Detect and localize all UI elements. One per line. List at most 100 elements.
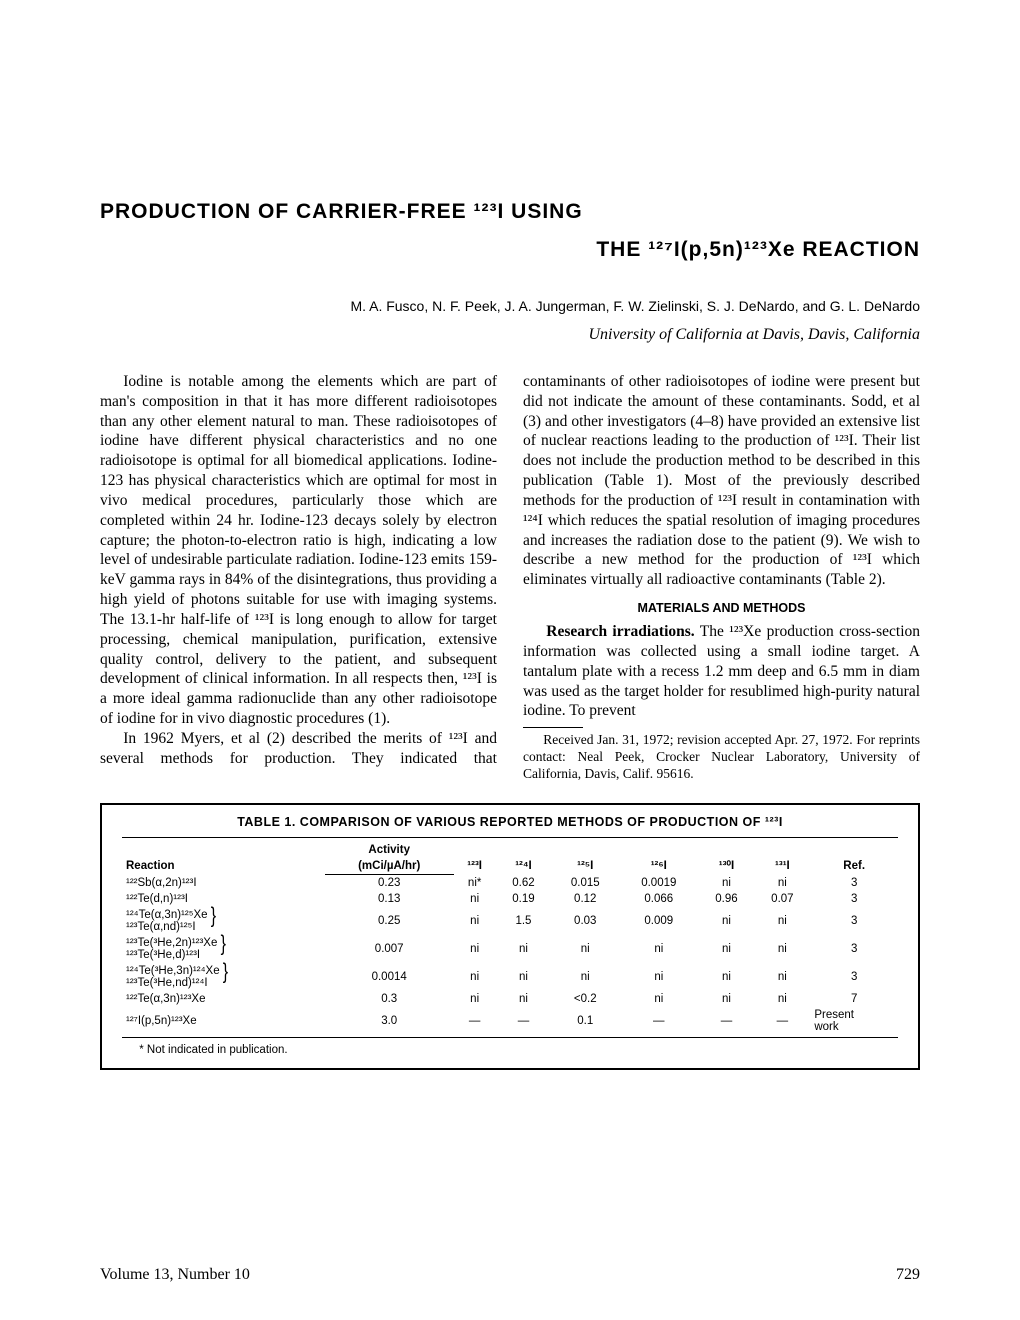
table-cell: ni — [699, 963, 755, 991]
table-cell: 0.015 — [551, 874, 619, 891]
paragraph-3-lead: Research irradiations. — [546, 623, 694, 640]
table-cell: ni — [496, 963, 552, 991]
paragraph-3: Research irradiations. The ¹²³Xe product… — [523, 622, 920, 721]
table-cell: 0.0019 — [619, 874, 698, 891]
table-cell: ni — [454, 963, 496, 991]
table-cell: ni — [454, 991, 496, 1007]
table-cell: ¹²²Sb(α,2n)¹²³I — [122, 874, 325, 891]
table-cell: ni — [496, 991, 552, 1007]
table: Reaction Activity ¹²³I ¹²⁴I ¹²⁵I ¹²⁶I ¹³… — [122, 842, 898, 1035]
affiliation: University of California at Davis, Davis… — [100, 326, 920, 344]
table-cell: ni — [551, 935, 619, 963]
col-ref: Ref. — [810, 842, 898, 875]
table-cell: 0.03 — [551, 907, 619, 935]
table-cell: — — [754, 1007, 810, 1035]
table-cell: 3 — [810, 935, 898, 963]
table-cell: ni — [699, 874, 755, 891]
footer-left: Volume 13, Number 10 — [100, 1266, 250, 1284]
table-head: Reaction Activity ¹²³I ¹²⁴I ¹²⁵I ¹²⁶I ¹³… — [122, 842, 898, 875]
table-row: ¹²³Te(³He,2n)¹²³Xe }¹²³Te(³He,d)¹²³I 0.0… — [122, 935, 898, 963]
table-cell: 0.62 — [496, 874, 552, 891]
table-cell: ni — [619, 991, 698, 1007]
table-cell: 0.19 — [496, 891, 552, 907]
col-activity-bot: (mCi/µA/hr) — [325, 858, 454, 875]
table-cell: ni — [454, 907, 496, 935]
paragraph-1: Iodine is notable among the elements whi… — [100, 372, 497, 729]
table-cell: ni — [754, 935, 810, 963]
table-cell: ni — [754, 907, 810, 935]
table-cell: 1.5 — [496, 907, 552, 935]
table-cell: 0.007 — [325, 935, 454, 963]
page-footer: Volume 13, Number 10 729 — [100, 1266, 920, 1284]
table-cell: ni — [754, 874, 810, 891]
table-cell: 0.23 — [325, 874, 454, 891]
table-cell: 0.009 — [619, 907, 698, 935]
table-cell: 0.07 — [754, 891, 810, 907]
table-body: ¹²²Sb(α,2n)¹²³I0.23ni*0.620.0150.0019nin… — [122, 874, 898, 1035]
table-cell: ni — [454, 891, 496, 907]
table-cell: 3 — [810, 891, 898, 907]
col-126i: ¹²⁶I — [619, 842, 698, 875]
table-cell: 3 — [810, 963, 898, 991]
table-cell: <0.2 — [551, 991, 619, 1007]
table-cell: 0.13 — [325, 891, 454, 907]
table-cell: ¹²⁴Te(³He,3n)¹²⁴Xe }¹²³Te(³He,nd)¹²⁴I — [122, 963, 325, 991]
table-cell: ¹²⁴Te(α,3n)¹²⁵Xe }¹²³Te(α,nd)¹²⁵I — [122, 907, 325, 935]
footnote: Received Jan. 31, 1972; revision accepte… — [523, 732, 920, 783]
table-cell: ni — [551, 963, 619, 991]
col-123i: ¹²³I — [454, 842, 496, 875]
body-columns: Iodine is notable among the elements whi… — [100, 372, 920, 783]
table-cell: 3 — [810, 874, 898, 891]
table-cell: ni — [754, 991, 810, 1007]
table-title: TABLE 1. COMPARISON OF VARIOUS REPORTED … — [122, 815, 898, 829]
table-row: ¹²²Sb(α,2n)¹²³I0.23ni*0.620.0150.0019nin… — [122, 874, 898, 891]
table-cell: 3.0 — [325, 1007, 454, 1035]
table-cell: ni — [699, 991, 755, 1007]
table-cell: ni — [699, 935, 755, 963]
table-cell: 0.066 — [619, 891, 698, 907]
author-list: M. A. Fusco, N. F. Peek, J. A. Jungerman… — [100, 298, 920, 314]
title-line-1: PRODUCTION OF CARRIER-FREE ¹²³I USING — [100, 200, 920, 224]
table-cell: — — [619, 1007, 698, 1035]
table-cell: ni — [699, 907, 755, 935]
table-cell: — — [496, 1007, 552, 1035]
table-cell: ni — [454, 935, 496, 963]
table-cell: ¹²²Te(α,3n)¹²³Xe — [122, 991, 325, 1007]
table-1: TABLE 1. COMPARISON OF VARIOUS REPORTED … — [100, 803, 920, 1070]
table-cell: 0.12 — [551, 891, 619, 907]
col-130i: ¹³⁰I — [699, 842, 755, 875]
table-cell: ni — [619, 935, 698, 963]
table-cell: 3 — [810, 907, 898, 935]
table-row: ¹²²Te(d,n)¹²³I0.13ni0.190.120.0660.960.0… — [122, 891, 898, 907]
table-cell: — — [454, 1007, 496, 1035]
table-cell: ¹²³Te(³He,2n)¹²³Xe }¹²³Te(³He,d)¹²³I — [122, 935, 325, 963]
table-row: ¹²²Te(α,3n)¹²³Xe0.3nini<0.2ninini7 — [122, 991, 898, 1007]
footnote-rule — [523, 727, 583, 728]
table-row: ¹²⁷I(p,5n)¹²³Xe3.0——0.1———Presentwork — [122, 1007, 898, 1035]
table-cell: ni* — [454, 874, 496, 891]
table-cell: 7 — [810, 991, 898, 1007]
title-line-2: THE ¹²⁷I(p,5n)¹²³Xe REACTION — [100, 238, 920, 262]
col-reaction: Reaction — [122, 842, 325, 875]
table-footnote: * Not indicated in publication. — [122, 1044, 898, 1056]
table-cell: ¹²²Te(d,n)¹²³I — [122, 891, 325, 907]
section-heading: MATERIALS AND METHODS — [523, 600, 920, 616]
table-cell: ni — [496, 935, 552, 963]
table-cell: Presentwork — [810, 1007, 898, 1035]
table-row: ¹²⁴Te(³He,3n)¹²⁴Xe }¹²³Te(³He,nd)¹²⁴I 0.… — [122, 963, 898, 991]
col-activity-top: Activity — [325, 842, 454, 858]
footer-right: 729 — [896, 1266, 920, 1284]
table-cell: 0.3 — [325, 991, 454, 1007]
table-cell: 0.0014 — [325, 963, 454, 991]
table-cell: 0.96 — [699, 891, 755, 907]
table-cell: 0.25 — [325, 907, 454, 935]
col-125i: ¹²⁵I — [551, 842, 619, 875]
col-131i: ¹³¹I — [754, 842, 810, 875]
col-124i: ¹²⁴I — [496, 842, 552, 875]
table-cell: ¹²⁷I(p,5n)¹²³Xe — [122, 1007, 325, 1035]
table-row: ¹²⁴Te(α,3n)¹²⁵Xe }¹²³Te(α,nd)¹²⁵I 0.25ni… — [122, 907, 898, 935]
table-cell: ni — [754, 963, 810, 991]
table-cell: 0.1 — [551, 1007, 619, 1035]
table-cell: ni — [619, 963, 698, 991]
table-cell: — — [699, 1007, 755, 1035]
